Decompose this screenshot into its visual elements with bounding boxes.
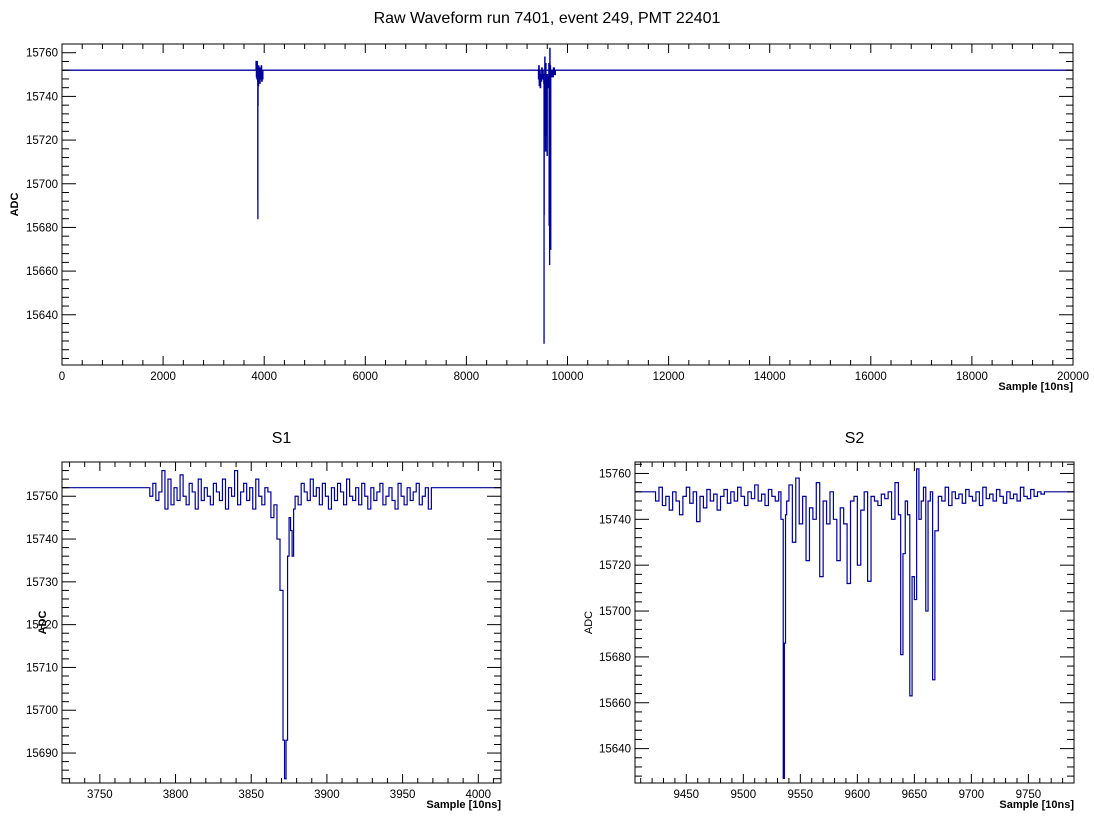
y-tick-label: 15690 <box>26 748 58 760</box>
y-tick-label: 15660 <box>599 698 631 710</box>
x-tick-label: 8000 <box>454 371 480 383</box>
s1-zoom-chart: 3750 3800 3850 3900 3950 4000 15690 15700 15710 1… <box>26 430 502 811</box>
x-tick-label: 3750 <box>87 789 113 801</box>
waveform-series <box>635 468 1074 780</box>
waveform-series <box>62 469 501 780</box>
panel-title: S2 <box>845 430 865 447</box>
x-axis-label: Sample [10ns] <box>426 799 501 811</box>
waveform-series <box>62 47 1073 344</box>
x-tick-label: 3800 <box>163 789 189 801</box>
x-tick-label: 10000 <box>552 371 584 383</box>
x-tick-label: 4000 <box>465 789 491 801</box>
x-axis-label: Sample [10ns] <box>998 381 1073 393</box>
panel-title: S1 <box>272 430 292 447</box>
y-tick-label: 15700 <box>599 606 631 618</box>
y-tick-label: 15750 <box>26 491 58 503</box>
plot-frame <box>61 43 1074 366</box>
y-tick-label: 15700 <box>26 179 58 191</box>
x-tick-label: 9700 <box>959 789 985 801</box>
y-axis-label: ADC <box>9 193 21 217</box>
y-tick-label: 15700 <box>26 705 58 717</box>
x-tick-label: 6000 <box>353 371 379 383</box>
y-tick-label: 15740 <box>599 514 631 526</box>
y-tick-label: 15720 <box>26 135 58 147</box>
x-tick-label: 2000 <box>150 371 176 383</box>
x-axis-label: Sample [10ns] <box>999 799 1074 811</box>
s2-zoom-chart: 9450 9500 9550 9600 9650 9700 9750 15640 15660 15… <box>583 430 1075 811</box>
figure-title: Raw Waveform run 7401, event 249, PMT 22… <box>374 10 721 27</box>
y-tick-label: 15660 <box>26 266 58 278</box>
y-tick-label: 15740 <box>26 91 58 103</box>
y-tick-label: 15740 <box>26 534 58 546</box>
y-axis-label: ADC <box>37 611 49 635</box>
x-tick-label: 4000 <box>251 371 277 383</box>
x-tick-label: 14000 <box>754 371 786 383</box>
y-axis-label: ADC <box>583 611 595 634</box>
x-tick-label: 20000 <box>1057 371 1089 383</box>
x-tick-label: 0 <box>59 371 65 383</box>
plot-frame <box>634 461 1075 784</box>
x-tick-label: 9600 <box>845 789 871 801</box>
x-tick-label: 3950 <box>390 789 416 801</box>
x-tick-label: 9550 <box>788 789 814 801</box>
y-tick-label: 15760 <box>26 48 58 60</box>
x-tick-label: 9650 <box>902 789 928 801</box>
y-tick-label: 15640 <box>26 310 58 322</box>
top-waveform-chart: 0 2000 4000 6000 8000 10000 12000 14000 16000 180… <box>9 43 1089 393</box>
y-tick-label: 15720 <box>26 620 58 632</box>
x-tick-label: 9750 <box>1016 789 1042 801</box>
x-tick-label: 9450 <box>674 789 700 801</box>
x-tick-label: 18000 <box>956 371 988 383</box>
x-tick-label: 12000 <box>653 371 685 383</box>
y-tick-label: 15760 <box>599 468 631 480</box>
x-tick-label: 9500 <box>731 789 757 801</box>
y-tick-label: 15720 <box>599 560 631 572</box>
y-tick-label: 15730 <box>26 577 58 589</box>
x-tick-label: 3850 <box>238 789 264 801</box>
x-tick-label: 16000 <box>855 371 887 383</box>
plot-frame <box>61 461 502 784</box>
y-tick-label: 15680 <box>599 652 631 664</box>
y-tick-label: 15640 <box>599 744 631 756</box>
x-tick-label: 3900 <box>314 789 340 801</box>
y-tick-label: 15710 <box>26 662 58 674</box>
y-tick-label: 15680 <box>26 222 58 234</box>
